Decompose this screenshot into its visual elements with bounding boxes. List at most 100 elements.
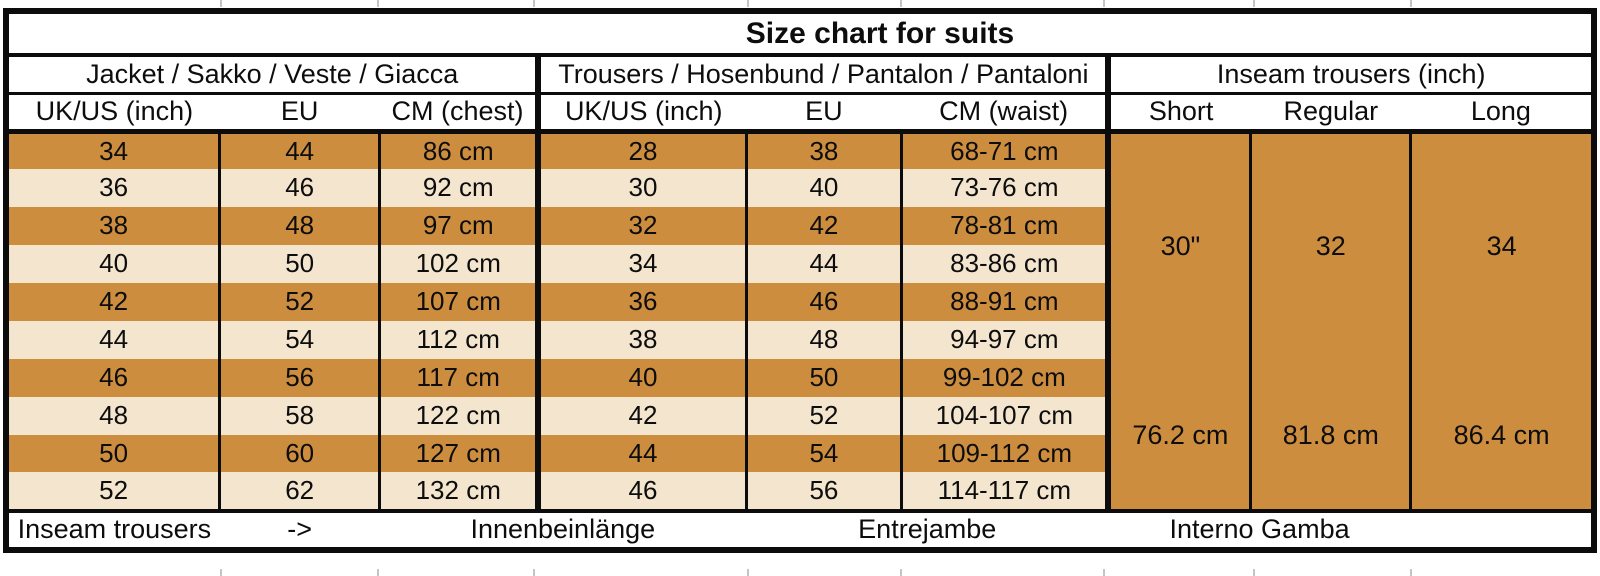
size-row: 44 54 112 cm 38 48 94-97 cm [6,320,1594,359]
gridline-tick [220,569,222,576]
jacket-cm-cell: 92 cm [378,168,539,207]
jacket-cm-cell: 86 cm [378,131,539,169]
size-row: 38 48 97 cm 32 42 78-81 cm [6,206,1594,245]
jacket-eu-cell: 44 [218,131,380,169]
jacket-ukus-cell: 48 [6,396,220,435]
trousers-ukus-cell: 46 [535,472,747,511]
trousers-ukus-cell: 32 [535,206,747,245]
inseam-short-wrap: 30" 76.2 cm [1114,134,1249,509]
col-header-inseam-short: Short [1105,93,1251,134]
trousers-eu-cell: 52 [744,396,902,435]
jacket-eu-cell: 62 [218,472,380,511]
jacket-ukus-cell: 50 [6,434,220,473]
jacket-eu-cell: 46 [218,168,380,207]
gridline-tick [377,569,379,576]
trousers-eu-cell: 54 [744,434,902,473]
gridline-tick [533,0,535,7]
gridline-tick [220,0,222,7]
col-header-trousers-eu: EU [746,93,902,134]
gridline-tick [1410,0,1412,7]
trousers-cm-cell: 94-97 cm [900,320,1109,359]
trousers-ukus-cell: 42 [535,396,747,435]
trousers-cm-cell: 83-86 cm [900,244,1109,283]
size-row: 48 58 122 cm 42 52 104-107 cm [6,396,1594,435]
trousers-eu-cell: 42 [744,206,902,245]
size-row: 42 52 107 cm 36 46 88-91 cm [6,282,1594,321]
trousers-cm-cell: 99-102 cm [900,358,1109,397]
trousers-cm-cell: 114-117 cm [900,472,1109,511]
jacket-eu-cell: 58 [218,396,380,435]
inseam-long-wrap: 34 86.4 cm [1414,134,1591,509]
trousers-ukus-cell: 38 [535,320,747,359]
inseam-short-cell: 30" 76.2 cm [1105,131,1251,511]
size-row: 46 56 117 cm 40 50 99-102 cm [6,358,1594,397]
footer-empty-cell [1410,508,1594,550]
jacket-ukus-cell: 42 [6,282,220,321]
trousers-eu-cell: 44 [744,244,902,283]
jacket-cm-cell: 107 cm [378,282,539,321]
gridline-tick [1253,0,1255,7]
col-header-jacket-ukus: UK/US (inch) [6,93,220,134]
footer-row: Inseam trousers -> Innenbeinlänge Entrej… [6,508,1594,550]
footer-arrow: -> [219,508,380,550]
footer-label-italian: Interno Gamba [1108,508,1411,550]
section-header-row: Jacket / Sakko / Veste / Giacca Trousers… [6,55,1594,95]
gridline-tick [377,0,379,7]
gridline-tick [1253,569,1255,576]
trousers-cm-cell: 68-71 cm [900,131,1109,169]
jacket-ukus-cell: 40 [6,244,220,283]
size-row: 52 62 132 cm 46 56 114-117 cm [6,472,1594,511]
jacket-ukus-cell: 38 [6,206,220,245]
size-chart-table: Size chart for suits Jacket / Sakko / Ve… [3,8,1597,553]
size-row: 34 44 86 cm 28 38 68-71 cm 30" 76.2 cm 32 81.8 cm… [6,131,1594,511]
gridline-tick [747,0,749,7]
inseam-short-cm-value: 76.2 cm [1132,420,1229,451]
footer-label-inseam-trousers: Inseam trousers [6,508,220,550]
section-header-trousers: Trousers / Hosenbund / Pantalon / Pantal… [535,55,1109,95]
inseam-regular-inch-value: 32 [1315,230,1346,261]
trousers-ukus-cell: 34 [535,244,747,283]
jacket-ukus-cell: 44 [6,320,220,359]
col-header-inseam-long: Long [1410,93,1594,134]
page-title: Size chart for suits [6,11,1594,57]
trousers-cm-cell: 88-91 cm [900,282,1109,321]
trousers-cm-cell: 109-112 cm [900,434,1109,473]
trousers-cm-cell: 104-107 cm [900,396,1109,435]
inseam-long-inch-value: 34 [1486,230,1517,261]
gridline-tick [900,0,902,7]
trousers-ukus-cell: 28 [535,131,747,169]
inseam-regular-wrap: 32 81.8 cm [1254,134,1409,509]
jacket-cm-cell: 102 cm [378,244,539,283]
gridline-tick [1103,0,1105,7]
jacket-eu-cell: 56 [218,358,380,397]
jacket-ukus-cell: 46 [6,358,220,397]
jacket-eu-cell: 60 [218,434,380,473]
jacket-ukus-cell: 52 [6,472,220,511]
col-header-jacket-cm: CM (chest) [379,93,539,134]
jacket-cm-cell: 97 cm [378,206,539,245]
trousers-ukus-cell: 36 [535,282,747,321]
jacket-eu-cell: 54 [218,320,380,359]
size-row: 50 60 127 cm 44 54 109-112 cm [6,434,1594,473]
gridline-tick [533,569,535,576]
gridline-tick [900,569,902,576]
jacket-ukus-cell: 34 [6,131,220,169]
jacket-cm-cell: 112 cm [378,320,539,359]
title-row: Size chart for suits [6,11,1594,57]
jacket-eu-cell: 52 [218,282,380,321]
trousers-eu-cell: 50 [744,358,902,397]
inseam-long-cell: 34 86.4 cm [1409,131,1594,511]
trousers-eu-cell: 56 [744,472,902,511]
column-header-row: UK/US (inch) EU CM (chest) UK/US (inch) … [6,93,1594,134]
footer-label-french: Entrejambe [746,508,1109,550]
inseam-short-inch-value: 30" [1160,230,1201,261]
jacket-cm-cell: 132 cm [378,472,539,511]
size-row: 36 46 92 cm 30 40 73-76 cm [6,168,1594,207]
trousers-eu-cell: 48 [744,320,902,359]
section-header-jacket: Jacket / Sakko / Veste / Giacca [6,55,539,95]
jacket-cm-cell: 117 cm [378,358,539,397]
col-header-trousers-ukus: UK/US (inch) [535,93,747,134]
inseam-regular-cm-value: 81.8 cm [1282,420,1379,451]
col-header-trousers-cm: CM (waist) [901,93,1109,134]
jacket-ukus-cell: 36 [6,168,220,207]
